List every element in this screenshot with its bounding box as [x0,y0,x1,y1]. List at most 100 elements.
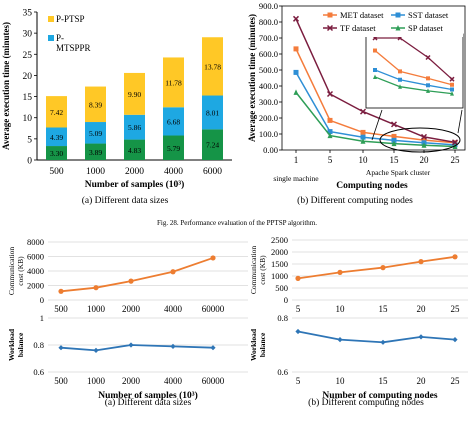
inset-point [373,74,377,79]
legend-marker [327,12,333,18]
legend-label-mtsppr: MTSPPR [56,43,91,53]
legend-box [320,9,463,37]
bar-segment [46,146,67,160]
x-tick-label: 25 [451,304,461,314]
inset-point [398,84,402,89]
y-tick-label: 8000 [27,237,44,247]
y-tick-label: 0.8 [33,340,44,350]
y-tick-label: 15 [23,93,33,103]
y-tick-label: 1 [40,313,44,323]
series-point [58,345,64,351]
fig28a-caption: (a) Different data sizes [82,195,169,206]
series-point [418,259,424,265]
x-tick-label: 25 [451,155,461,165]
y-tick-label: 0.00 [263,145,278,155]
series-line [60,344,214,352]
bar-segment [163,57,184,108]
data-label: 6.68 [167,117,180,126]
zoom-connector [371,109,383,141]
y-tick-label: 900.0 [259,1,278,11]
series-point [421,137,427,143]
data-label: 7.42 [50,108,63,117]
inset-point [426,83,430,88]
x-tick-label: 500 [54,376,68,386]
series-point [360,138,366,144]
legend-label: MET dataset [340,10,384,20]
inset-frame [365,33,464,109]
data-label: 3.89 [89,148,102,157]
series-point [93,285,99,291]
inset-point [450,91,454,96]
y-tick-label: 800.0 [259,17,278,27]
data-label: 8.39 [89,100,102,109]
series-point [293,69,299,75]
bar-segment [124,139,145,160]
series-line [297,255,456,280]
y-axis-title-line1: Workload [7,328,16,361]
data-label: 3.30 [50,149,63,158]
y-tick-label: 1500 [271,259,288,269]
legend-label-p: P- [56,33,64,43]
inset-line [374,69,453,91]
inset-point [373,48,377,53]
y-axis-title: Average execution time (minutes) [247,14,257,142]
inset-point [426,88,430,93]
x-tick-label: 1000 [87,376,106,386]
y-tick-label: 2000 [271,247,288,257]
series-point [452,337,458,343]
y-tick-label: 2500 [271,235,288,245]
legend-label: TF dataset [340,23,376,33]
bar-segment [85,122,106,144]
legend-label: SP dataset [408,23,444,33]
series-point [128,278,134,284]
bar-segment [124,114,145,140]
bar-segment [202,37,223,96]
series-point [390,121,398,128]
inset-point [425,54,431,61]
plot-frame [281,5,466,151]
series-point [292,15,300,22]
y-tick-label: 300.0 [259,97,278,107]
y-tick-label: 35 [23,9,33,19]
y-axis-title-line2: cost (KB) [16,256,25,286]
bar-segment [163,135,184,160]
x-tick-label: 2000 [122,376,141,386]
data-label: 9.90 [128,90,141,99]
x-tick-label: 2000 [125,167,144,177]
fig28b-caption: (b) Different computing nodes [297,195,413,206]
y-axis-title-line2: balance [258,332,267,357]
fig28-caption: Fig. 28. Performance evaluation of the P… [157,219,317,227]
x-axis-title: Number of samples (10³) [98,390,198,401]
inset-point [450,82,454,87]
series-point [360,129,366,135]
x-tick-label: 4000 [164,304,183,314]
x-tick-label: 2000 [122,304,141,314]
x-tick-label: 20 [420,155,430,165]
y-tick-label: 1000 [271,271,288,281]
y-tick-label: 5 [27,135,32,145]
series-line [60,257,214,293]
x-tick-label: 1 [294,155,299,165]
y-tick-label: 0 [40,295,44,305]
x-annotation-single: single machine [273,174,319,183]
y-tick-label: 0.6 [33,367,44,377]
data-label: 5.79 [167,144,180,153]
y-tick-label: 2000 [27,281,44,291]
x-tick-label: 5 [328,155,333,165]
y-tick-label: 20 [23,72,33,82]
x-tick-label: 15 [379,376,389,386]
series-line [297,330,456,344]
x-tick-label: 1000 [86,167,105,177]
x-annotation-cluster: Apache Spark cluster [366,168,431,177]
x-tick-label: 500 [49,167,64,177]
y-tick-label: 0.6 [277,367,288,377]
zoom-connector [457,109,463,134]
inset-point [426,76,430,81]
x-axis-title: Number of samples (10³) [85,179,185,190]
x-tick-label: 60000 [202,304,225,314]
y-axis-title-line2: balance [16,332,25,357]
x-tick-label: 4000 [164,376,183,386]
x-tick-label: 4000 [164,167,183,177]
data-label: 5.09 [89,129,102,138]
